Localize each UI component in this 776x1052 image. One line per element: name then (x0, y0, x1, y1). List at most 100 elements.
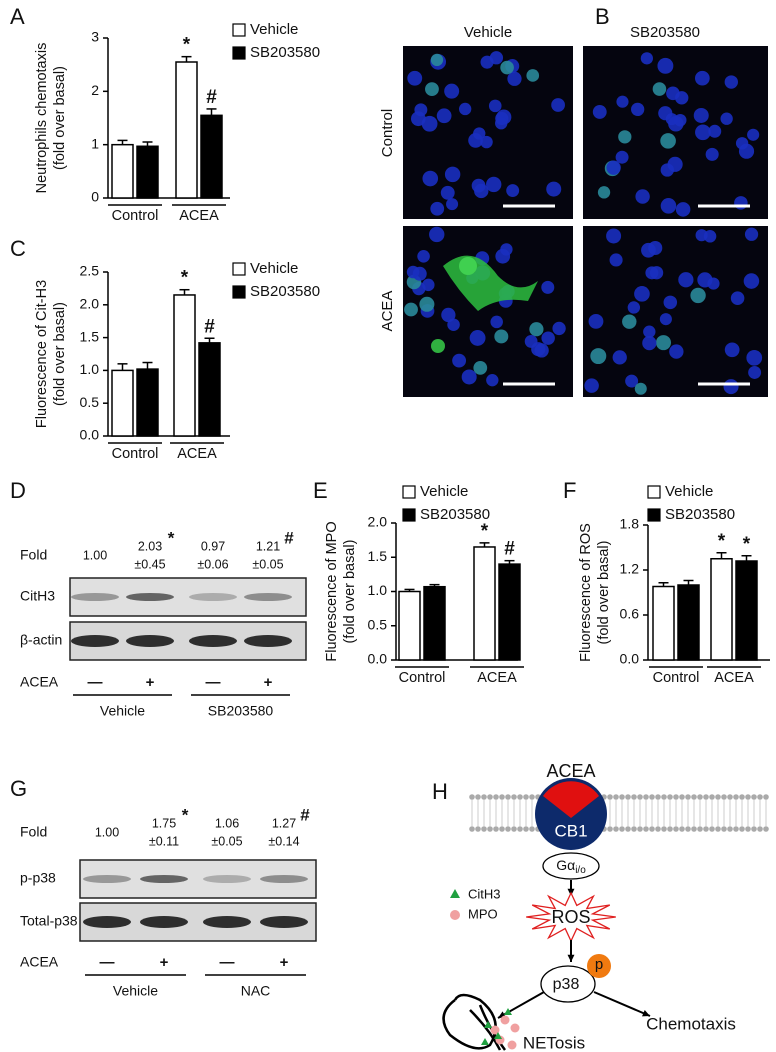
nucleus (414, 103, 428, 117)
nucleus (541, 331, 555, 345)
band (126, 593, 174, 601)
mpo-dot (507, 1040, 517, 1050)
nucleus (551, 98, 565, 112)
band (140, 916, 188, 928)
nucleus (507, 71, 522, 86)
legend-label: CitH3 (468, 886, 501, 901)
y-tick-label: 1.2 (620, 561, 640, 577)
lipid-head (493, 794, 499, 800)
legend-circle (450, 910, 460, 920)
nucleus (526, 69, 540, 82)
lipid-head (475, 794, 481, 800)
x-tick-label: Control (399, 670, 446, 686)
significance-mark: # (300, 805, 310, 824)
nucleus (590, 348, 607, 365)
legend-swatch (402, 508, 416, 522)
y-tick-label: 0.5 (368, 616, 388, 632)
lipid-head (727, 794, 733, 800)
y-axis-label: (fold over basal) (52, 302, 68, 406)
nucleus (695, 124, 711, 141)
nucleus (495, 248, 511, 264)
phospho-label: p (595, 956, 603, 973)
nucleus (669, 344, 684, 359)
nucleus (631, 102, 645, 117)
y-tick-label: 1.0 (368, 582, 388, 598)
nucleus (529, 322, 544, 337)
y-axis-label: Fluorescence of Cit-H3 (34, 280, 50, 428)
lipid-head (763, 794, 769, 800)
y-tick-label: 0 (91, 189, 99, 205)
lipid-head (631, 826, 637, 832)
nucleus (675, 91, 689, 105)
y-tick-label: 1.5 (368, 548, 388, 564)
ligand-label: ACEA (546, 761, 595, 781)
significance-mark: * (183, 35, 191, 56)
net-cell (431, 339, 445, 353)
panel-label: F (563, 478, 576, 503)
y-tick-label: 2.0 (368, 514, 388, 530)
bar (498, 563, 521, 661)
nucleus (690, 287, 706, 304)
y-tick-label: 1.5 (80, 328, 100, 344)
lipid-head (637, 794, 643, 800)
y-tick-label: 2 (91, 82, 99, 98)
lipid-head (619, 826, 625, 832)
nucleus (419, 296, 435, 312)
legend-swatch (402, 485, 416, 499)
lipid-head (667, 794, 673, 800)
lipid-head (655, 794, 661, 800)
legend-swatch (647, 485, 661, 499)
g-protein-name: Gα (556, 857, 575, 873)
y-tick-label: 1 (91, 135, 99, 151)
fold-value: 1.00 (83, 548, 107, 562)
legend-label: MPO (468, 906, 498, 921)
nucleus (407, 70, 423, 86)
nucleus (618, 130, 632, 144)
nucleus (441, 307, 456, 323)
nucleus (634, 382, 647, 395)
nucleus (643, 325, 656, 338)
y-axis-label: Neutrophils chemotaxis (34, 43, 50, 194)
g-protein (542, 852, 600, 880)
lipid-head (691, 826, 697, 832)
band-label: CitH3 (20, 588, 55, 604)
nucleus (474, 183, 489, 199)
nucleus (404, 302, 418, 317)
nucleus (738, 143, 755, 159)
significance-mark: * (182, 805, 189, 824)
nucleus (652, 82, 667, 96)
y-axis-label: Fluorescence of MPO (324, 521, 340, 661)
lipid-head (511, 826, 517, 832)
nucleus (506, 184, 520, 197)
panel-label: H (432, 779, 448, 804)
lipid-head (517, 794, 523, 800)
row-label: Control (379, 109, 396, 157)
lipid-head (493, 826, 499, 832)
legend-triangle (450, 889, 460, 898)
nucleus (452, 353, 467, 368)
fold-value: 1.06 (215, 816, 239, 830)
y-axis-label: (fold over basal) (596, 541, 612, 645)
column-label: Vehicle (464, 24, 512, 41)
bar (423, 585, 446, 661)
nucleus (546, 181, 562, 197)
arrow-head (567, 954, 575, 962)
row-label: ACEA (379, 291, 396, 332)
significance-mark: * (181, 268, 189, 289)
bar (111, 143, 134, 199)
band (244, 635, 292, 647)
nucleus (723, 379, 739, 395)
nucleus (446, 198, 459, 211)
panel-label: G (10, 776, 27, 801)
lipid-head (667, 826, 673, 832)
lipid-head (637, 826, 643, 832)
treatment-sign: — (206, 674, 221, 691)
g-protein-sub: i/o (575, 865, 586, 876)
panel-label: B (595, 4, 610, 29)
bar (677, 584, 700, 661)
bar (175, 61, 198, 199)
band (126, 635, 174, 647)
treatment-sign: + (280, 954, 289, 971)
nucleus (480, 55, 494, 69)
fold-value: 2.03 (138, 539, 162, 553)
